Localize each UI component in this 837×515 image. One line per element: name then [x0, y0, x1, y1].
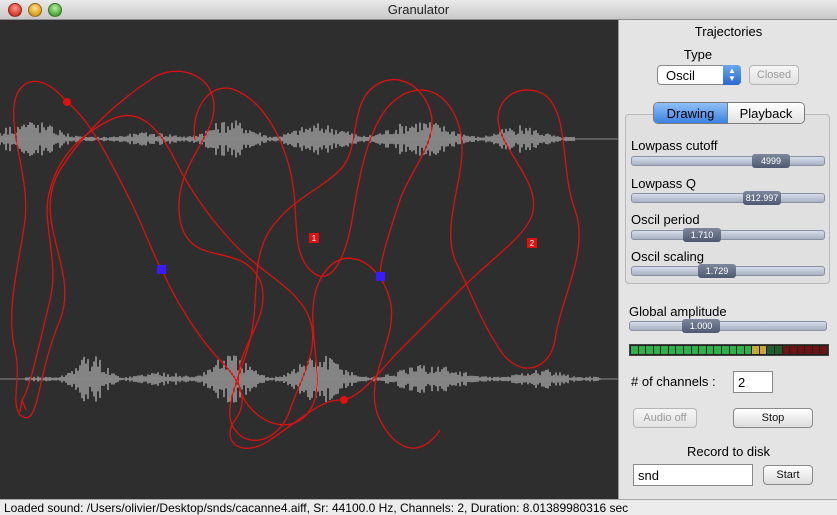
trajectory-handle[interactable]: [376, 272, 385, 281]
trajectory-canvas[interactable]: 1 2: [0, 20, 618, 499]
trajectory-3[interactable]: [21, 79, 433, 441]
stop-button[interactable]: Stop: [733, 408, 813, 428]
control-panel: Trajectories Type Oscil ▲ ▼ Closed Drawin…: [618, 20, 837, 499]
trajectory-2[interactable]: [66, 87, 580, 449]
meter-segment: [638, 346, 646, 354]
trajectory-marker-2[interactable]: 2: [527, 238, 537, 248]
oscil-period-slider[interactable]: 1.710: [631, 228, 825, 242]
trajectory-marker-1[interactable]: 1: [309, 233, 319, 243]
oscil-period-label: Oscil period: [631, 212, 700, 227]
slider-knob[interactable]: 812.997: [743, 191, 781, 205]
marker-label: 1: [312, 234, 317, 243]
channels-label: # of channels :: [631, 374, 716, 389]
meter-segment: [646, 346, 653, 354]
tab-drawing[interactable]: Drawing: [654, 103, 728, 123]
audio-off-button[interactable]: Audio off: [633, 408, 697, 428]
meter-segment: [684, 346, 691, 354]
tab-playback[interactable]: Playback: [727, 103, 804, 123]
meter-segment: [759, 346, 767, 354]
meter-segment: [744, 346, 752, 354]
global-amplitude-slider[interactable]: 1.000: [629, 319, 827, 333]
mode-tabs: Drawing Playback: [653, 102, 805, 124]
slider-knob[interactable]: 1.729: [698, 264, 736, 278]
meter-segment: [699, 346, 706, 354]
meter-segment: [714, 346, 721, 354]
meter-segment: [631, 346, 638, 354]
trajectory-point[interactable]: [63, 98, 71, 106]
trajectory-1[interactable]: [10, 70, 441, 449]
meter-segment: [820, 346, 828, 354]
lowpass-cutoff-slider[interactable]: 4999: [631, 154, 825, 168]
meter-segment: [729, 346, 737, 354]
slider-knob[interactable]: 1.710: [683, 228, 721, 242]
status-bar: Loaded sound: /Users/olivier/Desktop/snd…: [0, 499, 837, 515]
slider-knob[interactable]: 4999: [752, 154, 790, 168]
meter-segment: [782, 346, 790, 354]
trajectory-handle[interactable]: [157, 265, 166, 274]
meter-segment: [668, 346, 676, 354]
vu-meter: [629, 344, 829, 356]
global-amplitude-label: Global amplitude: [629, 304, 727, 319]
trajectory-point[interactable]: [340, 396, 348, 404]
type-label: Type: [683, 47, 713, 62]
oscil-scaling-slider[interactable]: 1.729: [631, 264, 825, 278]
start-record-button[interactable]: Start: [763, 465, 813, 485]
meter-segment: [737, 346, 744, 354]
channels-field[interactable]: 2: [733, 371, 773, 393]
window-title: Granulator: [387, 2, 450, 17]
meter-segment: [721, 346, 729, 354]
trajectory-type-select[interactable]: Oscil ▲ ▼: [657, 65, 741, 85]
lowpass-q-slider[interactable]: 812.997: [631, 191, 825, 205]
meter-segment: [812, 346, 820, 354]
slider-knob[interactable]: 1.000: [682, 319, 720, 333]
meter-segment: [790, 346, 797, 354]
meter-segment: [774, 346, 782, 354]
meter-segment: [752, 346, 759, 354]
lowpass-q-label: Lowpass Q: [631, 176, 697, 191]
meter-segment: [691, 346, 699, 354]
meter-segment: [805, 346, 812, 354]
minimize-window-button[interactable]: [28, 3, 42, 17]
closed-button[interactable]: Closed: [749, 65, 799, 85]
trajectory-arrow: [19, 399, 27, 413]
title-bar: Granulator: [0, 0, 837, 20]
meter-segment: [653, 346, 661, 354]
marker-label: 2: [530, 239, 535, 248]
meter-segment: [797, 346, 805, 354]
select-arrows-icon: ▲ ▼: [723, 65, 741, 85]
meter-segment: [661, 346, 668, 354]
oscil-scaling-label: Oscil scaling: [631, 249, 704, 264]
meter-segment: [706, 346, 714, 354]
trajectories-heading: Trajectories: [694, 24, 763, 39]
type-select-value: Oscil: [666, 67, 695, 83]
lowpass-cutoff-label: Lowpass cutoff: [631, 138, 718, 153]
record-heading: Record to disk: [686, 444, 771, 459]
zoom-window-button[interactable]: [48, 3, 62, 17]
close-window-button[interactable]: [8, 3, 22, 17]
meter-segment: [767, 346, 774, 354]
meter-segment: [676, 346, 684, 354]
record-filename-field[interactable]: snd: [633, 464, 753, 486]
